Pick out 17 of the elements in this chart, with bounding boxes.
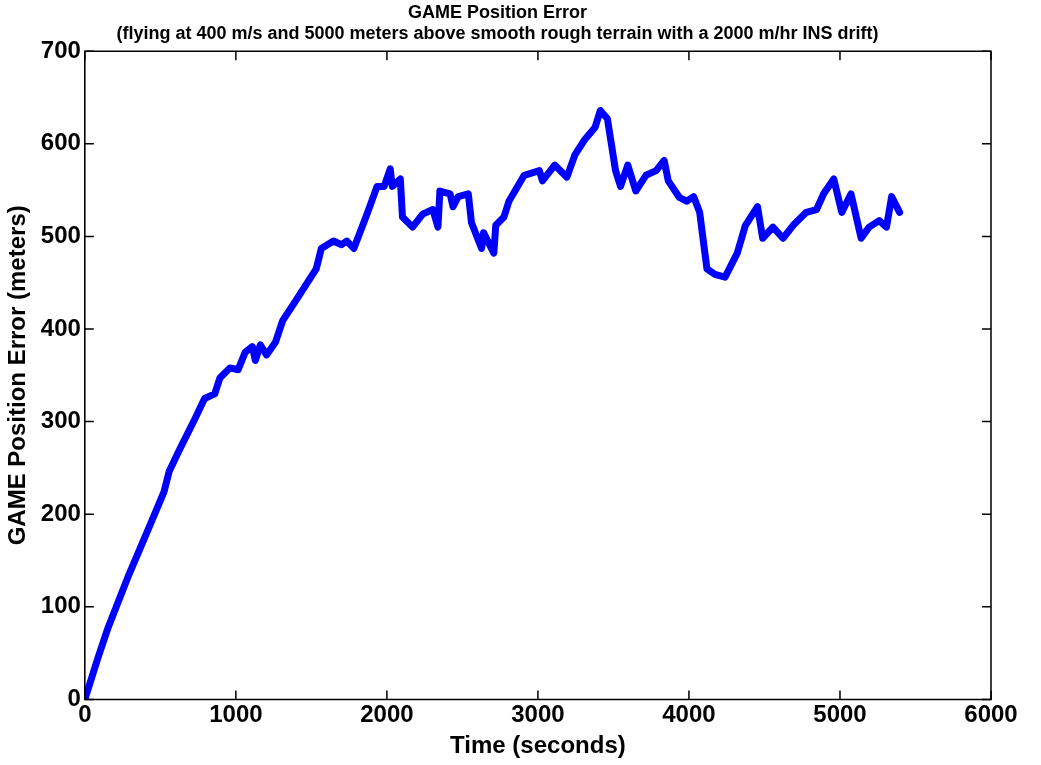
- x-tick-label: 6000: [964, 700, 1018, 728]
- x-tick-label: 5000: [813, 700, 867, 728]
- y-tick-label: 200: [40, 498, 81, 526]
- y-tick-label: 700: [40, 35, 81, 63]
- x-tick-label: 1000: [209, 700, 263, 728]
- y-tick-label: 500: [40, 221, 81, 249]
- y-tick-label: 100: [40, 591, 81, 619]
- chart-title: GAME Position Error: [407, 1, 588, 22]
- y-tick-label: 400: [40, 313, 81, 341]
- x-tick-label: 4000: [662, 700, 716, 728]
- y-tick-label: 300: [40, 406, 81, 434]
- x-tick-label: 3000: [511, 700, 565, 728]
- y-tick-label: 600: [40, 128, 81, 156]
- chart-subtitle: (flying at 400 m/s and 5000 meters above smooth rough terrain with a 2000 m/hr INS drift): [116, 23, 879, 44]
- y-axis-title: GAME Position Error (meters): [3, 205, 31, 546]
- x-tick-label: 2000: [360, 700, 414, 728]
- x-axis-title: Time (seconds): [450, 731, 626, 759]
